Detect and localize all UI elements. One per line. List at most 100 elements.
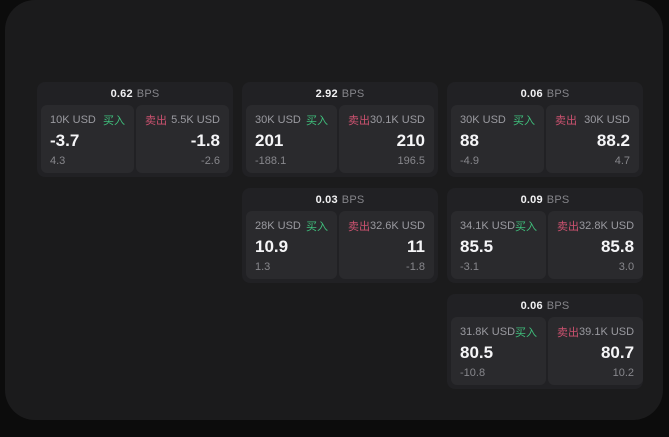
sell-tile-toprow: 卖出 30.1K USD xyxy=(348,112,425,128)
buy-tile[interactable]: 34.1K USD 买入 85.5 -3.1 xyxy=(451,211,547,279)
sell-side-label: 卖出 xyxy=(145,115,167,127)
buy-price: -3.7 xyxy=(50,131,80,151)
buy-tile[interactable]: 31.8K USD 买入 80.5 -10.8 xyxy=(451,317,547,385)
buy-price: 201 xyxy=(255,131,284,151)
quote-card: 2.92 BPS 30K USD 买入 201 -188.1 卖出 30.1K … xyxy=(242,82,438,177)
sell-tile[interactable]: 卖出 30.1K USD 210 196.5 xyxy=(338,105,434,173)
bps-value: 0.03 xyxy=(315,193,338,206)
sell-notional: 32.6K USD xyxy=(369,220,425,232)
buy-secondary-value: -188.1 xyxy=(255,155,287,167)
bps-unit-label: BPS xyxy=(136,87,160,100)
bps-value: 0.06 xyxy=(520,87,543,100)
buy-tile-toprow: 30K USD 买入 xyxy=(255,112,328,128)
bps-header: 0.62 BPS xyxy=(37,82,233,105)
buy-tile[interactable]: 28K USD 买入 10.9 1.3 xyxy=(246,211,337,279)
bps-value: 0.06 xyxy=(520,299,543,312)
sell-price: 80.7 xyxy=(600,343,635,363)
buy-tile[interactable]: 30K USD 买入 88 -4.9 xyxy=(451,105,544,173)
bps-unit-label: BPS xyxy=(546,193,570,206)
buy-side-label: 买入 xyxy=(515,221,538,233)
sell-notional: 39.1K USD xyxy=(579,326,635,338)
price-tiles: 10K USD 买入 -3.7 4.3 卖出 5.5K USD -1.8 -2.… xyxy=(37,105,233,177)
buy-secondary-value: -4.9 xyxy=(460,155,479,167)
sell-tile[interactable]: 卖出 32.8K USD 85.8 3.0 xyxy=(548,211,643,279)
buy-secondary-value: 1.3 xyxy=(255,261,271,273)
buy-notional: 34.1K USD xyxy=(460,220,516,232)
bps-header: 0.06 BPS xyxy=(447,82,643,105)
buy-tile[interactable]: 30K USD 买入 201 -188.1 xyxy=(246,105,337,173)
sell-price: 11 xyxy=(407,237,425,257)
bps-header: 0.06 BPS xyxy=(447,294,643,317)
sell-price: 88.2 xyxy=(596,131,630,151)
price-tiles: 28K USD 买入 10.9 1.3 卖出 32.6K USD 11 -1.8 xyxy=(242,211,438,283)
buy-secondary-value: 4.3 xyxy=(50,155,66,167)
bps-value: 2.92 xyxy=(315,87,338,100)
buy-notional: 30K USD xyxy=(460,114,506,126)
quote-card: 0.03 BPS 28K USD 买入 10.9 1.3 卖出 32.6K US… xyxy=(242,188,438,283)
quote-card: 0.06 BPS 31.8K USD 买入 80.5 -10.8 卖出 39.1… xyxy=(447,294,643,389)
buy-side-label: 买入 xyxy=(513,115,535,127)
buy-tile-toprow: 31.8K USD 买入 xyxy=(460,324,537,340)
sell-price: 210 xyxy=(396,131,425,151)
buy-tile[interactable]: 10K USD 买入 -3.7 4.3 xyxy=(41,105,134,173)
price-tiles: 30K USD 买入 88 -4.9 卖出 30K USD 88.2 4.7 xyxy=(447,105,643,177)
sell-side-label: 卖出 xyxy=(555,115,577,127)
sell-side-label: 卖出 xyxy=(557,327,580,339)
bps-unit-label: BPS xyxy=(546,299,570,312)
price-tiles: 34.1K USD 买入 85.5 -3.1 卖出 32.8K USD 85.8… xyxy=(447,211,643,283)
sell-notional: 32.8K USD xyxy=(579,220,635,232)
sell-tile[interactable]: 卖出 32.6K USD 11 -1.8 xyxy=(338,211,434,279)
buy-notional: 28K USD xyxy=(255,220,301,232)
sell-price: -1.8 xyxy=(190,131,220,151)
sell-secondary-value: -2.6 xyxy=(201,155,220,167)
sell-side-label: 卖出 xyxy=(557,221,580,233)
sell-tile-toprow: 卖出 32.8K USD xyxy=(557,218,634,234)
buy-notional: 30K USD xyxy=(255,114,301,126)
bps-unit-label: BPS xyxy=(341,193,365,206)
buy-price: 88 xyxy=(460,131,479,151)
sell-secondary-value: 10.2 xyxy=(612,367,635,379)
sell-tile-toprow: 卖出 30K USD xyxy=(555,112,630,128)
buy-tile-toprow: 34.1K USD 买入 xyxy=(460,218,537,234)
bps-header: 0.09 BPS xyxy=(447,188,643,211)
buy-secondary-value: -10.8 xyxy=(460,367,486,379)
buy-secondary-value: -3.1 xyxy=(460,261,479,273)
bps-header: 0.03 BPS xyxy=(242,188,438,211)
sell-tile-toprow: 卖出 32.6K USD xyxy=(348,218,425,234)
sell-tile-toprow: 卖出 39.1K USD xyxy=(557,324,634,340)
buy-price: 85.5 xyxy=(460,237,494,257)
bps-unit-label: BPS xyxy=(546,87,570,100)
buy-price: 10.9 xyxy=(255,237,289,257)
buy-side-label: 买入 xyxy=(305,221,328,233)
quote-card: 0.09 BPS 34.1K USD 买入 85.5 -3.1 卖出 32.8K… xyxy=(447,188,643,283)
sell-tile[interactable]: 卖出 39.1K USD 80.7 10.2 xyxy=(548,317,643,385)
buy-side-label: 买入 xyxy=(103,115,125,127)
sell-notional: 30K USD xyxy=(584,114,630,126)
sell-tile[interactable]: 卖出 5.5K USD -1.8 -2.6 xyxy=(136,105,229,173)
buy-tile-toprow: 30K USD 买入 xyxy=(460,112,535,128)
quote-board: 0.62 BPS 10K USD 买入 -3.7 4.3 卖出 5.5K USD… xyxy=(37,82,643,389)
sell-side-label: 卖出 xyxy=(347,221,370,233)
sell-tile[interactable]: 卖出 30K USD 88.2 4.7 xyxy=(546,105,639,173)
quote-card: 0.06 BPS 30K USD 买入 88 -4.9 卖出 30K USD 8… xyxy=(447,82,643,177)
buy-side-label: 买入 xyxy=(305,115,328,127)
buy-side-label: 买入 xyxy=(515,327,538,339)
sell-tile-toprow: 卖出 5.5K USD xyxy=(145,112,220,128)
price-tiles: 30K USD 买入 201 -188.1 卖出 30.1K USD 210 1… xyxy=(242,105,438,177)
price-tiles: 31.8K USD 买入 80.5 -10.8 卖出 39.1K USD 80.… xyxy=(447,317,643,389)
sell-secondary-value: -1.8 xyxy=(406,261,425,273)
buy-tile-toprow: 28K USD 买入 xyxy=(255,218,328,234)
buy-notional: 31.8K USD xyxy=(460,326,516,338)
sell-notional: 5.5K USD xyxy=(171,114,220,126)
bps-value: 0.62 xyxy=(110,87,133,100)
bps-header: 2.92 BPS xyxy=(242,82,438,105)
sell-side-label: 卖出 xyxy=(347,115,370,127)
sell-secondary-value: 196.5 xyxy=(397,155,425,167)
sell-price: 85.8 xyxy=(600,237,635,257)
sell-secondary-value: 3.0 xyxy=(618,261,635,273)
sell-secondary-value: 4.7 xyxy=(614,155,630,167)
sell-notional: 30.1K USD xyxy=(369,114,425,126)
bps-value: 0.09 xyxy=(520,193,543,206)
quote-card: 0.62 BPS 10K USD 买入 -3.7 4.3 卖出 5.5K USD… xyxy=(37,82,233,177)
buy-notional: 10K USD xyxy=(50,114,96,126)
